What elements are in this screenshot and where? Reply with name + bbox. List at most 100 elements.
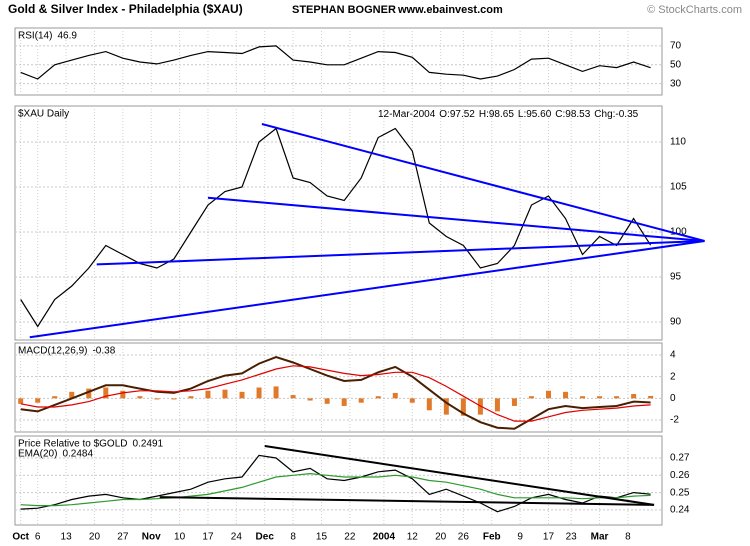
histogram-bar (580, 396, 586, 399)
histogram-bar (52, 396, 58, 399)
histogram-bar (35, 398, 41, 403)
y-tick-label: 0.24 (670, 505, 690, 516)
x-tick-label: Dec (256, 532, 275, 543)
legend-name: RSI(14) (18, 31, 52, 42)
x-tick-label: 26 (458, 532, 470, 543)
x-tick-label: Feb (483, 532, 501, 543)
histogram-bar (171, 398, 177, 400)
histogram-bar (222, 389, 228, 399)
histogram-bar (120, 390, 126, 399)
x-tick-label: Oct (12, 532, 29, 543)
y-tick-label: 0 (670, 393, 676, 404)
histogram-bar (86, 388, 92, 399)
histogram-bar (443, 398, 449, 415)
histogram-bar (597, 396, 603, 399)
histogram-bar (511, 398, 517, 406)
y-tick-label: 70 (670, 41, 682, 52)
legend-value: -0.38 (92, 346, 115, 357)
quote-field: O:97.52 (439, 109, 475, 120)
copyright: © StockCharts.com (647, 4, 742, 16)
trendline (159, 496, 655, 506)
x-tick-label: 20 (435, 532, 447, 543)
y-tick-label: 4 (670, 350, 676, 361)
y-tick-label: 0.26 (670, 470, 690, 481)
legend-value: 46.9 (57, 31, 77, 42)
histogram-bar (648, 395, 654, 399)
y-tick-label: -2 (670, 415, 679, 426)
x-tick-label: 22 (344, 532, 356, 543)
y-tick-label: 100 (670, 227, 687, 238)
y-tick-label: 110 (670, 137, 686, 148)
quote-field: L:95.60 (518, 109, 552, 120)
x-tick-label: 8 (625, 532, 631, 543)
histogram-bar (137, 396, 143, 399)
histogram-bar (273, 386, 279, 399)
series-line (20, 365, 651, 422)
histogram-bar (188, 396, 194, 399)
x-tick-label: 17 (543, 532, 555, 543)
chart-title: Gold & Silver Index - Philadelphia ($XAU… (8, 2, 243, 16)
x-tick-label: 12 (407, 532, 419, 543)
series-line (20, 45, 651, 80)
histogram-bar (528, 396, 534, 399)
quote-field: H:98.65 (479, 109, 514, 120)
legend-value: 0.2484 (62, 449, 93, 460)
quote-field: C:98.53 (555, 109, 590, 120)
histogram-bar (392, 392, 398, 399)
x-tick-label: Mar (591, 532, 609, 543)
histogram-bar (426, 398, 432, 411)
histogram-bar (614, 396, 620, 399)
histogram-bar (545, 390, 551, 399)
panel-frame (14, 27, 663, 96)
trendline (96, 240, 705, 266)
panel-frame (14, 342, 663, 433)
quote: 12-Mar-2004 O:97.52 H:98.65 L:95.60 C:98.53 C… (378, 109, 639, 120)
x-tick-label: 20 (89, 532, 101, 543)
legend-value: 0.2491 (133, 439, 164, 450)
x-tick-label: 10 (174, 532, 186, 543)
y-tick-label: 2 (670, 371, 676, 382)
y-tick-label: 90 (670, 317, 682, 328)
histogram-bar (341, 398, 347, 406)
histogram-bar (631, 394, 637, 399)
series-line (20, 356, 651, 430)
website: www.ebainvest.com (397, 4, 503, 16)
legend-name: EMA(20) (18, 449, 57, 460)
histogram-bar (375, 396, 381, 399)
histogram-bar (239, 391, 245, 399)
histogram-bar (460, 398, 466, 416)
y-tick-label: 95 (670, 272, 682, 283)
series-line (20, 454, 651, 513)
histogram-bar (290, 395, 296, 399)
y-tick-label: 50 (670, 59, 682, 70)
histogram-bar (358, 398, 364, 403)
x-tick-label: 2004 (373, 532, 396, 543)
histogram-bar (563, 391, 569, 399)
histogram-bar (256, 387, 262, 399)
x-tick-label: 27 (117, 532, 129, 543)
histogram-bar (307, 398, 313, 401)
trendline (29, 240, 705, 339)
panel-frame (14, 105, 663, 341)
histogram-bar (103, 387, 109, 399)
x-tick-label: 17 (202, 532, 214, 543)
histogram-bar (494, 398, 500, 412)
legend-name: Price Relative to $GOLD (18, 439, 128, 450)
trendline (207, 196, 705, 242)
histogram-bar (409, 398, 415, 403)
x-tick-label: 23 (566, 532, 578, 543)
series-line (20, 127, 652, 328)
series-line (20, 472, 651, 507)
histogram-bar (205, 390, 211, 399)
histogram-bar (154, 398, 160, 400)
trendline (261, 123, 705, 242)
x-tick-label: 24 (231, 532, 243, 543)
trendline (264, 445, 655, 506)
histogram-bar (69, 391, 75, 399)
quote-field: Chg:-0.35 (594, 109, 638, 120)
y-tick-label: 30 (670, 78, 682, 89)
quote-field: 12-Mar-2004 (378, 109, 436, 120)
legend-name: MACD(12,26,9) (18, 346, 87, 357)
y-tick-label: 105 (670, 182, 687, 193)
